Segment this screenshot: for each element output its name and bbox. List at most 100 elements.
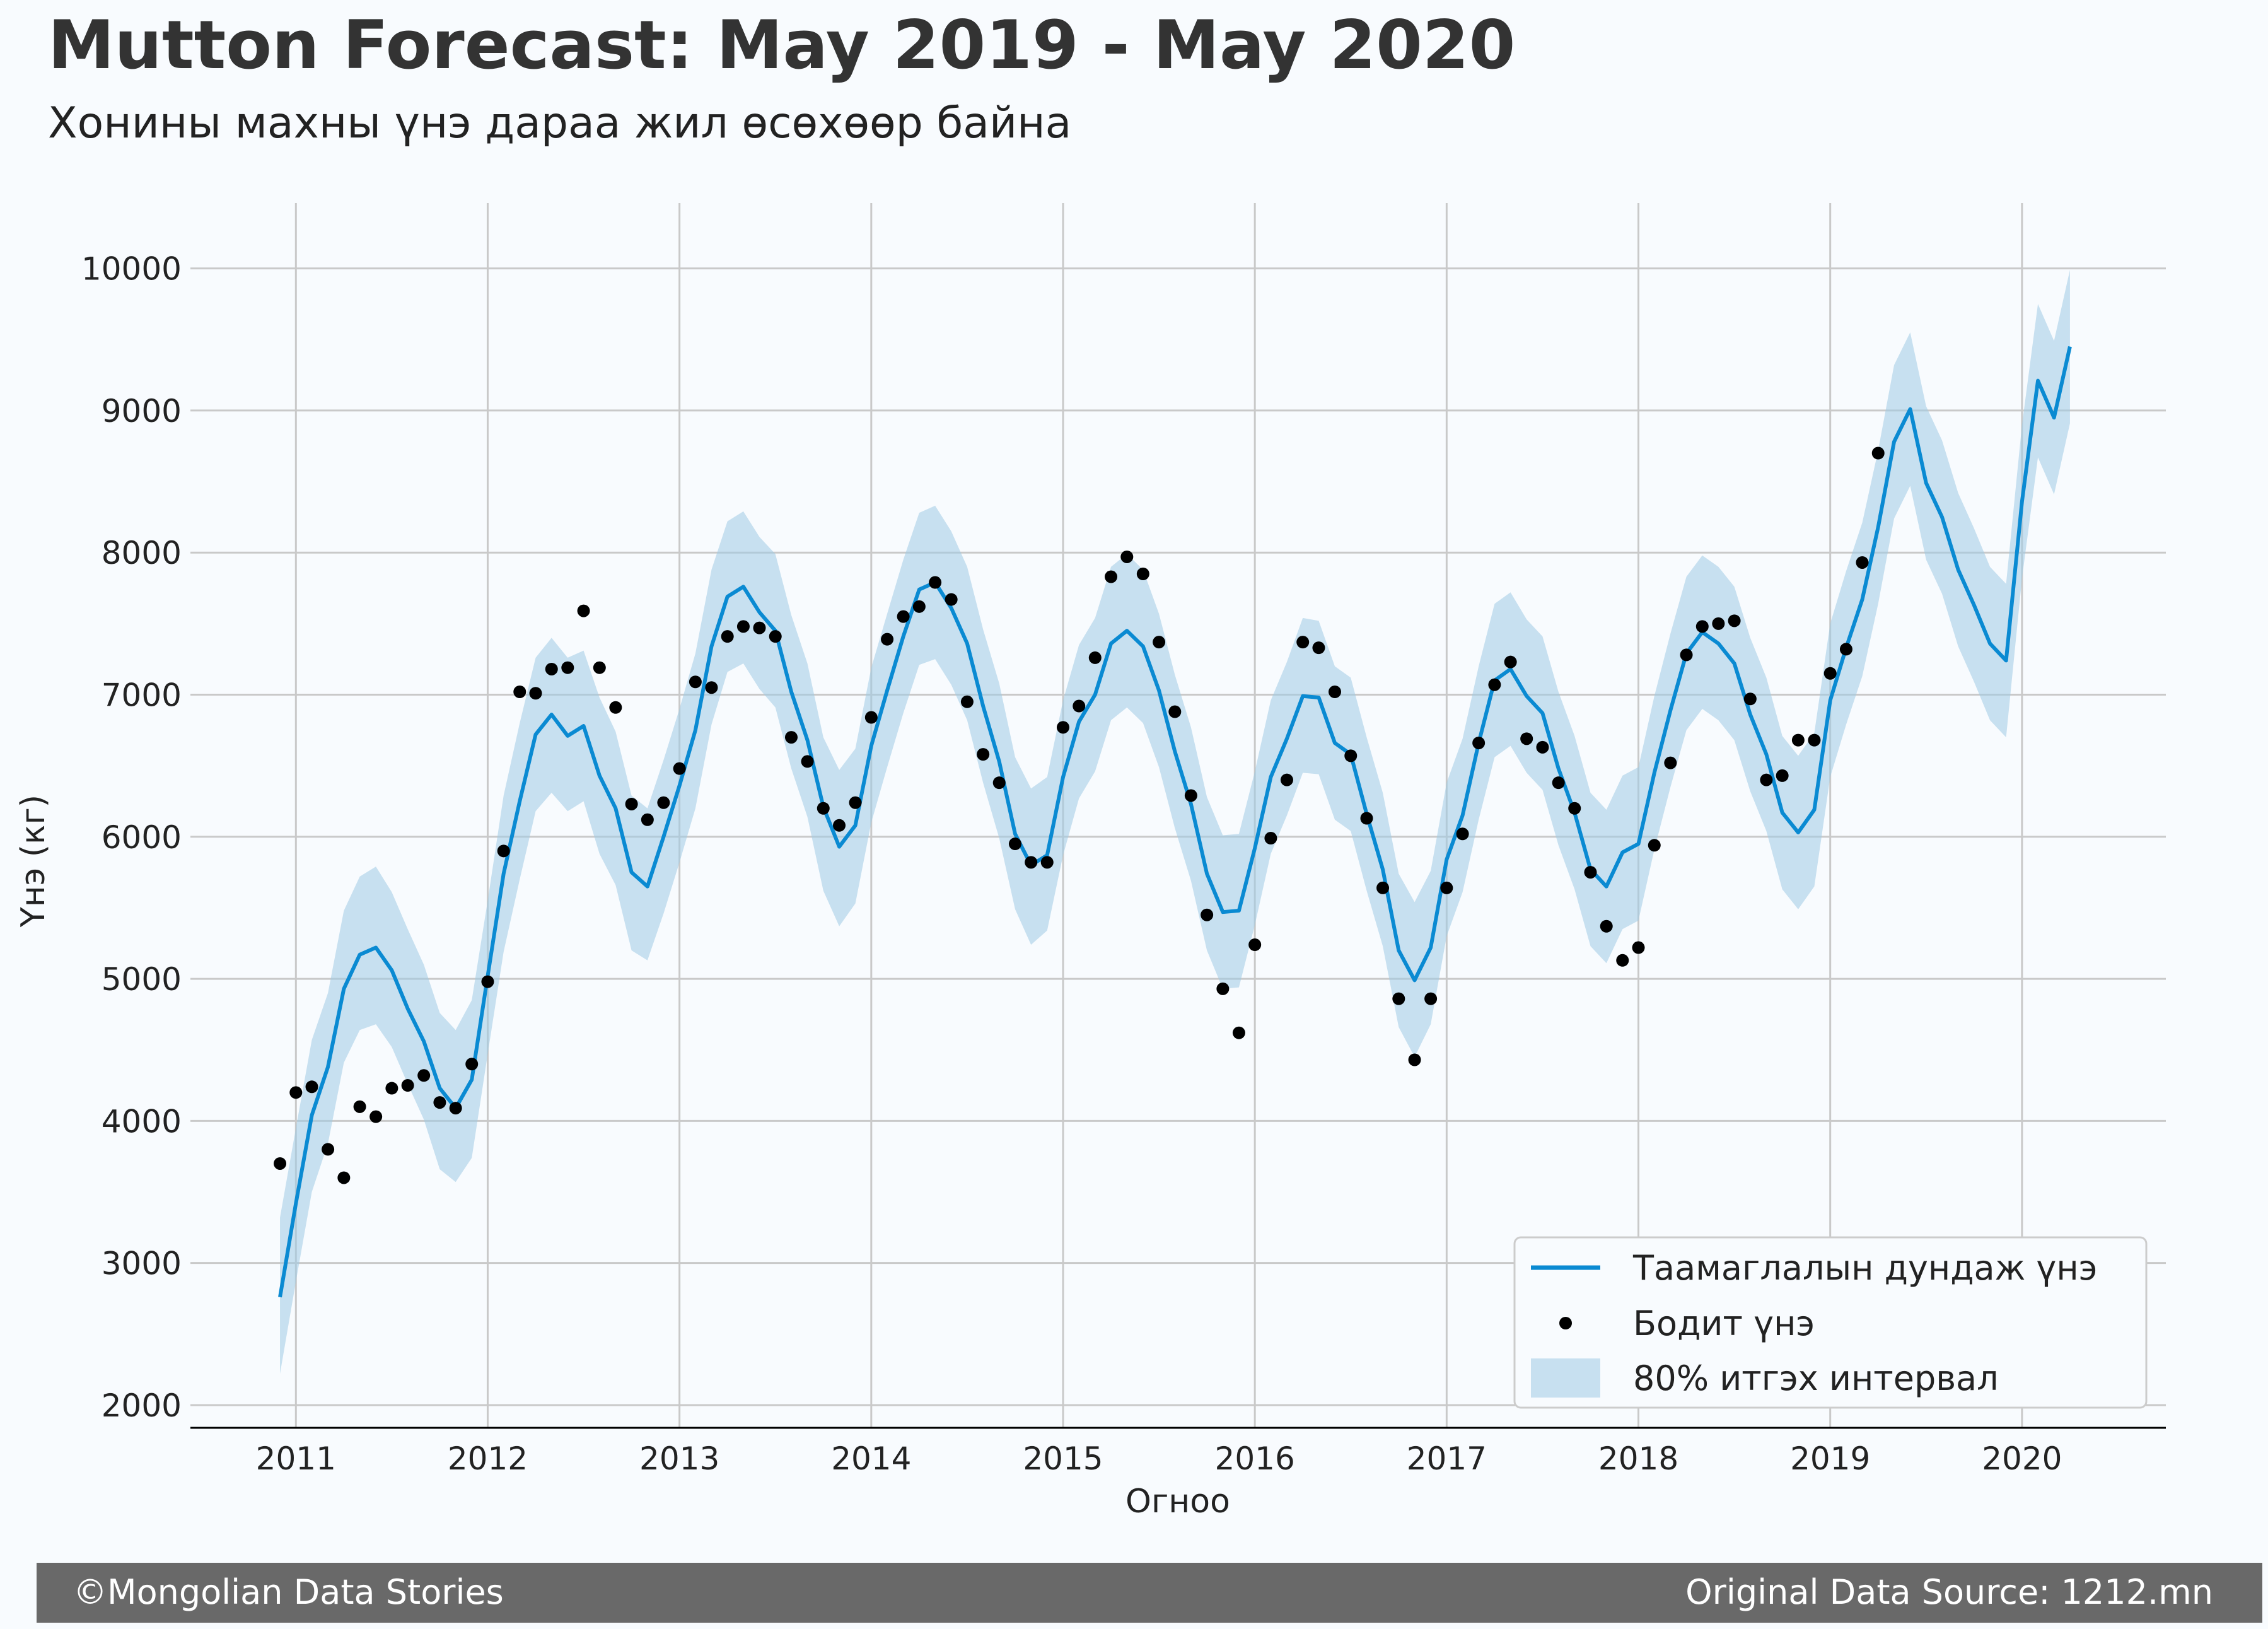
actual-price-point [1408,1053,1421,1066]
x-tick-label: 2019 [1790,1440,1870,1477]
actual-price-point [1839,643,1852,656]
actual-price-point [1424,992,1438,1005]
actual-price-point [1456,827,1469,841]
actual-price-point [1520,732,1533,745]
forecast-line [278,346,2072,1298]
actual-price-point [1808,733,1821,747]
actual-price-point [1791,733,1805,747]
actual-price-point [1136,568,1149,581]
actual-price-point [1184,789,1197,802]
y-tick-labels: 2000 3000 4000 5000 6000 7000 8000 9000 10000 [81,251,182,1424]
actual-price-point [753,621,766,634]
actual-price-point [673,762,686,775]
actual-price-point [1329,685,1342,698]
actual-price-point [353,1100,366,1113]
actual-price-point [417,1069,431,1082]
footer-credit: ©Mongolian Data Stories [73,1572,504,1612]
actual-price-point [401,1079,414,1092]
actual-price-point [1088,651,1102,664]
actual-price-point [1600,920,1613,933]
x-tick-label: 2013 [639,1440,719,1477]
y-tick-label: 6000 [102,819,182,856]
actual-price-point [1056,721,1069,734]
actual-price-point [1201,908,1214,921]
actual-price-point [1440,881,1453,894]
actual-price-point [609,701,622,714]
legend-point-swatch [1559,1317,1572,1329]
actual-price-point [960,695,974,708]
actual-price-point [561,661,574,674]
chart-subtitle: Хонины махны үнэ дараа жил өсөхөөр байна [48,98,1071,148]
actual-price-point [864,711,878,724]
actual-price-point [1360,812,1373,825]
actual-price-point [1712,617,1725,630]
actual-price-point [1680,648,1693,662]
actual-price-point [289,1086,303,1099]
actual-price-point [1504,655,1517,669]
actual-price-point [736,620,750,633]
actual-price-point [1871,447,1885,460]
actual-price-point [1632,941,1645,954]
actual-price-point [385,1082,398,1095]
y-tick-label: 10000 [81,251,182,288]
actual-price-point [449,1102,462,1115]
actual-price-point [625,797,638,810]
actual-price-point [1664,756,1677,769]
legend: Таамаглалын дундаж үнэ Бодит үнэ 80% итг… [1513,1236,2148,1409]
actual-price-point [689,675,702,689]
legend-box [1513,1236,2148,1409]
actual-price-point [322,1143,335,1156]
x-tick-label: 2016 [1215,1440,1295,1477]
actual-price-point [881,633,894,646]
actual-price-point [1168,705,1182,718]
actual-price-point [833,819,846,832]
interval-band-area [280,269,2070,1374]
footer-background [37,1563,2262,1623]
x-tick-label: 2015 [1023,1440,1103,1477]
forecast-mean-line [278,346,2072,1298]
actual-price-point [1392,992,1405,1005]
actual-price-point [801,755,814,768]
actual-price-point [1312,641,1325,655]
actual-price-point [1823,667,1837,680]
actual-price-point [433,1096,446,1109]
x-tick-label: 2018 [1598,1440,1678,1477]
footer-bar: ©Mongolian Data Stories Original Data So… [37,1563,2262,1623]
legend-label-interval: 80% итгэх интервал [1633,1358,1999,1398]
actual-price-point [977,748,990,761]
actual-price-point [1472,737,1486,750]
actual-price-point [912,600,926,613]
y-tick-label: 4000 [102,1103,182,1140]
x-tick-label: 2014 [831,1440,911,1477]
y-tick-label: 9000 [102,393,182,429]
actual-price-point [497,844,510,858]
actual-price-point [1728,614,1741,628]
y-tick-label: 5000 [102,961,182,998]
actual-price-point [1073,699,1086,713]
actual-price-point [465,1058,479,1071]
actual-price-point [1264,832,1277,845]
actual-price-point [657,796,670,809]
legend-label-forecast: Таамаглалын дундаж үнэ [1632,1248,2097,1288]
confidence-band [280,269,2070,1374]
x-tick-label: 2020 [1982,1440,2062,1477]
x-tick-label: 2017 [1407,1440,1487,1477]
actual-price-point [545,662,558,675]
actual-price-point [1296,636,1310,649]
x-axis-label: Огноо [1125,1483,1230,1521]
actual-price-point [529,687,542,700]
actual-price-point [1040,856,1054,869]
y-axis-label: Үнэ (кг) [15,795,52,928]
actual-price-point [945,593,958,606]
actual-price-point [337,1171,351,1184]
actual-price-point [1776,769,1789,782]
actual-price-point [1488,678,1501,691]
actual-price-point [1280,773,1293,786]
actual-price-point [1743,692,1757,706]
actual-price-point [1648,839,1661,852]
legend-label-actual: Бодит үнэ [1633,1304,1815,1343]
actual-price-point [274,1157,287,1170]
actual-price-point [1153,636,1166,649]
actual-price-point [1376,881,1390,894]
